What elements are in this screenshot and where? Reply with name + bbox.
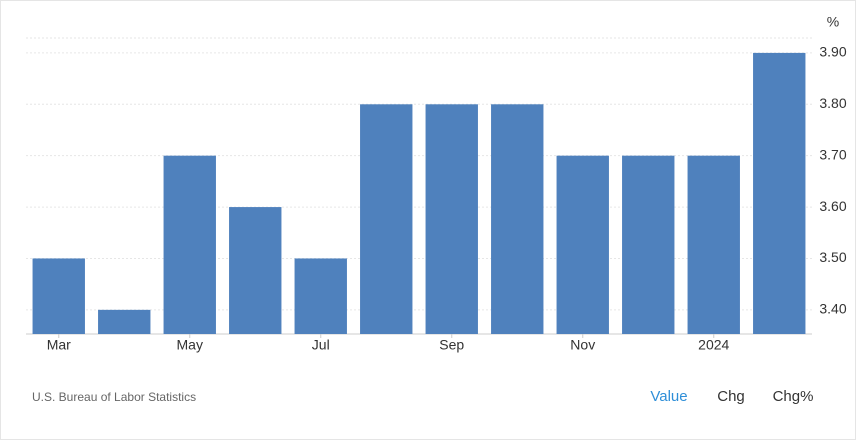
y-tick-label: 3.60	[819, 198, 846, 214]
bar	[360, 104, 413, 335]
x-tick-label: 2024	[698, 337, 729, 353]
bar	[687, 155, 740, 334]
x-tick-label: Sep	[439, 337, 464, 353]
toggle-button[interactable]: Chg%	[773, 388, 814, 405]
x-tick-label: Jul	[312, 337, 330, 353]
bar	[32, 258, 85, 334]
y-tick-label: 3.50	[819, 249, 846, 265]
bar	[556, 155, 609, 334]
bar	[622, 155, 675, 334]
toggle-button[interactable]: Value	[650, 388, 687, 405]
source: U.S. Bureau of Labor Statistics	[32, 390, 196, 404]
x-tick-label: May	[177, 337, 203, 353]
bar	[753, 52, 806, 335]
y-tick-label: 3.80	[819, 95, 846, 111]
bar	[163, 155, 216, 334]
x-tick-label: Mar	[47, 337, 71, 353]
bar	[491, 104, 544, 335]
bar	[294, 258, 347, 334]
unit-label: %	[827, 14, 839, 30]
bar	[98, 309, 151, 334]
y-tick-label: 3.40	[819, 301, 846, 317]
bar	[425, 104, 478, 335]
x-tick-label: Nov	[570, 337, 595, 353]
bar	[229, 207, 282, 334]
y-tick-label: 3.90	[819, 44, 846, 60]
toggle-button[interactable]: Chg	[717, 388, 745, 405]
y-tick-label: 3.70	[819, 146, 846, 162]
